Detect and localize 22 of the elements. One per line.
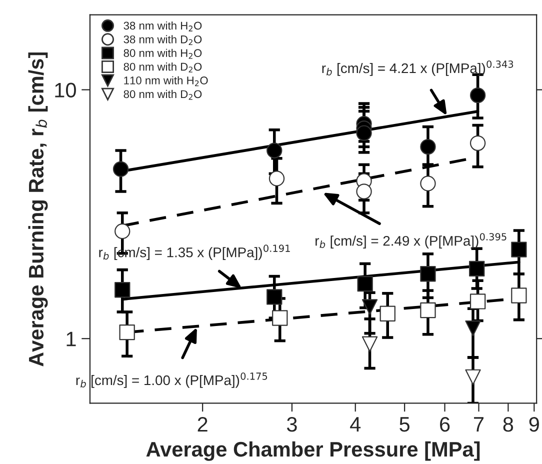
legend-label: 80 nm with D$_{2}$O	[124, 62, 202, 72]
x-tick-label: 8	[503, 416, 514, 432]
x-tick-label: 9	[529, 416, 539, 432]
legend-label: 110 nm with H$_{2}$O	[124, 76, 208, 86]
x-tick-label: 5	[400, 417, 410, 432]
x-tick-label: 4	[350, 417, 361, 432]
y-tick-label: 10	[55, 82, 76, 98]
x-tick-label: 3	[286, 416, 297, 432]
legend-label: 38 nm with H$_{2}$O	[124, 21, 202, 32]
x-tick-label: 7	[474, 417, 484, 432]
legend-label: 80 nm with D$_{2}$O	[124, 90, 202, 100]
annotation: r$_{b}$ [cm/s] = 1.00 x (P[MPa])$^{0.175}$	[76, 372, 268, 388]
x-tick-label: 6	[440, 416, 450, 432]
annotation: r$_{b}$ [cm/s] = 4.21 x (P[MPa])$^{0.343}$	[322, 60, 514, 76]
y-tick-label: 1	[66, 332, 76, 346]
y-axis-title: Average Burning Rate, r$_{b}$ [cm/s]	[28, 52, 48, 366]
x-tick-label: 2	[198, 416, 208, 432]
legend-label: 38 nm with D$_{2}$O	[124, 35, 202, 46]
annotation: r$_{b}$ [cm/s] = 1.35 x (P[MPa])$^{0.191}$	[99, 244, 290, 260]
annotation: r$_{b}$ [cm/s] = 2.49 x (P[MPa])$^{0.395}$	[316, 233, 506, 249]
legend-label: 80 nm with H$_{2}$O	[124, 48, 202, 59]
x-axis-title: Average Chamber Pressure [MPa]	[146, 441, 480, 461]
